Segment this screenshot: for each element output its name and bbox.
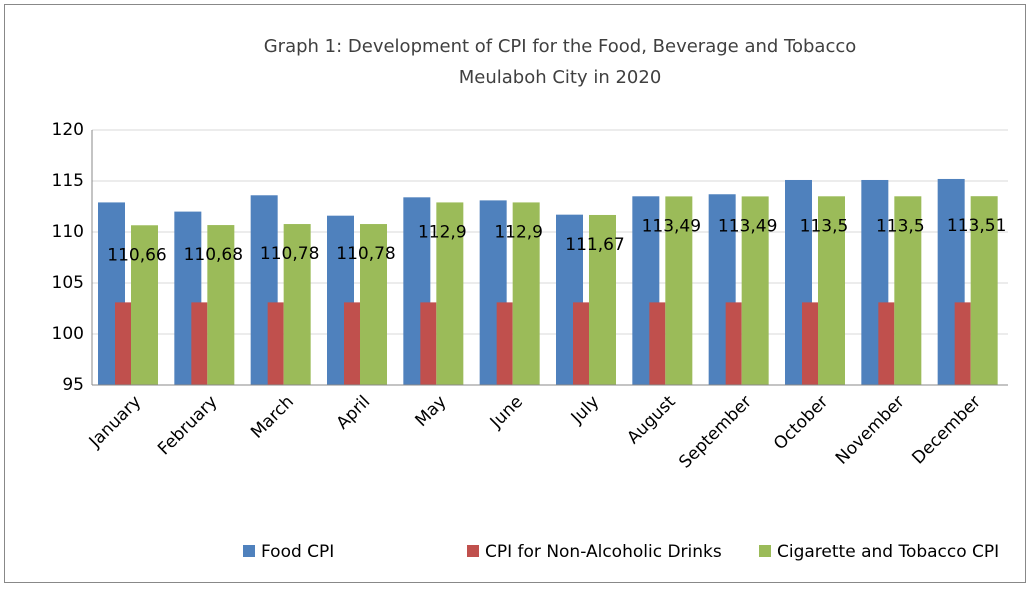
legend-swatch [243,545,255,557]
bar [878,302,895,385]
bar [649,302,666,385]
bar [802,302,818,385]
data-label: 113,5 [800,216,849,236]
bar [818,196,845,385]
legend-label: CPI for Non-Alcoholic Drinks [485,542,722,562]
bar [894,196,922,385]
bar [115,302,131,385]
data-label: 110,78 [260,244,319,264]
data-label: 113,49 [718,216,777,236]
data-label: 112,9 [494,222,543,242]
y-tick-label: 95 [62,375,84,395]
bar [436,202,464,385]
data-label: 110,66 [107,245,166,265]
y-tick-label: 115 [52,171,84,191]
legend-swatch [759,545,771,557]
bar [512,202,540,385]
y-tick-label: 105 [52,273,84,293]
data-label: 110,78 [336,244,395,264]
bar [344,302,360,385]
bar [191,302,208,385]
bar [970,196,998,385]
bar [954,302,971,385]
data-label: 110,68 [184,245,243,265]
y-tick-label: 100 [52,324,84,344]
data-label: 111,67 [565,235,624,255]
legend-label: Food CPI [261,542,334,562]
data-label: 112,9 [418,222,467,242]
bar [283,224,311,385]
bar [420,302,437,385]
bar [131,225,158,385]
bar [725,302,742,385]
data-label: 113,49 [642,216,701,236]
chart-subtitle: Meulaboh City in 2020 [459,67,662,88]
data-label: 113,51 [947,216,1006,236]
data-label: 113,5 [876,216,925,236]
chart-title: Graph 1: Development of CPI for the Food… [264,36,857,57]
bar [267,302,284,385]
y-tick-label: 110 [52,222,84,242]
legend-swatch [467,545,479,557]
bar [360,224,387,385]
bar [573,302,589,385]
bar [741,196,769,385]
bar [496,302,513,385]
legend-label: Cigarette and Tobacco CPI [777,542,999,562]
bar [207,225,235,385]
bar [589,214,616,385]
bar [665,196,693,385]
y-tick-label: 120 [52,120,84,140]
